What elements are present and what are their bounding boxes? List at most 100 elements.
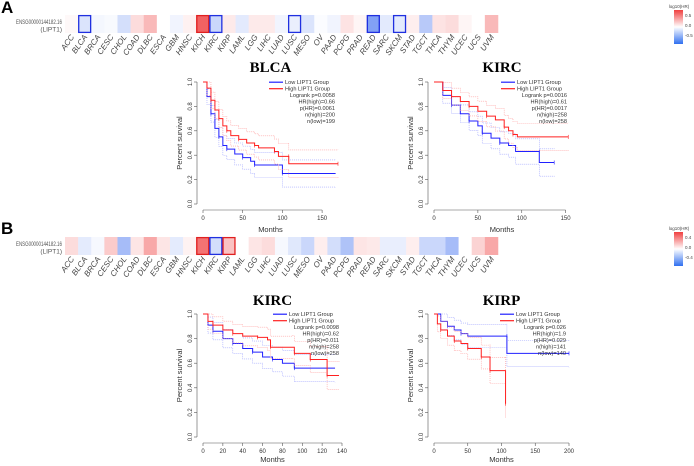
significance-box-kirc — [209, 14, 223, 34]
x-tick-label: 0 — [432, 449, 436, 455]
ci-lower-low — [203, 81, 336, 188]
heatmap-cell-pcpg — [340, 237, 354, 255]
heatmap-cell-chol — [117, 237, 131, 255]
y-tick-label: 0.4 — [188, 150, 194, 159]
stat-text: n(low)=140 — [538, 351, 566, 357]
x-tick-label: 40 — [239, 449, 246, 455]
heatmap-cell-lusc — [288, 237, 302, 255]
heatmap-cell-skcm — [393, 15, 407, 33]
colorbar-title: log10(HR) — [669, 226, 690, 231]
x-axis-label: Months — [258, 225, 283, 234]
colorbar-tick: -0.4 — [685, 255, 693, 260]
heatmap-cell-coad — [130, 237, 145, 255]
ci-upper-high — [203, 313, 340, 362]
y-tick-label: 0.0 — [419, 199, 425, 208]
heatmap-cell-chol — [117, 15, 131, 33]
heatmap-cell-laml — [235, 15, 249, 33]
colorbar-tick: 0.4 — [685, 235, 692, 240]
y-axis-label: Percent survival — [175, 348, 184, 402]
legend-label: Low LIPT1 Group — [289, 312, 333, 318]
ci-lower-high — [203, 313, 340, 390]
ci-upper-high — [434, 81, 569, 124]
heatmap-cell-lusc — [288, 15, 302, 33]
y-tick-label: 0.4 — [188, 383, 194, 392]
x-tick-label: 100 — [277, 216, 288, 222]
significance-box-kich — [196, 14, 210, 34]
y-tick-label: 0.8 — [188, 334, 194, 343]
x-tick-label: 150 — [561, 216, 572, 222]
heatmap-cell-lgg — [248, 237, 263, 255]
significance-box-skcm — [392, 14, 407, 34]
colorbar-tick: 0.0 — [685, 245, 692, 250]
heatmap-cell-meso — [301, 15, 315, 33]
x-tick-label: 50 — [239, 216, 246, 222]
ci-upper-low — [203, 313, 336, 355]
heatmap-cell-sarc — [379, 15, 394, 33]
y-tick-label: 0.6 — [419, 358, 425, 367]
heatmap-cell-dlbc — [143, 15, 158, 33]
heatmap-cell-cesc — [104, 15, 118, 33]
heatmap-cell-thym — [445, 237, 459, 255]
y-tick-label: 0.4 — [419, 150, 425, 159]
x-tick-label: 50 — [464, 449, 471, 455]
significance-box-kirc — [209, 236, 223, 256]
heatmap-cell-blca — [78, 237, 92, 255]
heatmap-cell-cesc — [104, 237, 118, 255]
heatmap-cell-acc — [65, 237, 79, 255]
heatmap-cell-esca — [156, 237, 171, 255]
x-axis-label: Months — [490, 225, 515, 234]
stat-text: n(high)=258 — [309, 345, 339, 351]
stat-text: Logrank p=0.0016 — [522, 93, 567, 99]
stat-text: n(low)=258 — [539, 119, 567, 125]
heatmap-cell-prad — [353, 15, 368, 33]
x-tick-label: 100 — [517, 216, 528, 222]
heatmap-cell-lgg — [248, 15, 263, 33]
significance-box-blca — [78, 14, 92, 34]
y-tick-label: 0.0 — [419, 432, 425, 441]
significance-box-kich — [196, 236, 210, 256]
panel-label: B — [1, 219, 13, 238]
heatmap-cell-ucs — [471, 15, 486, 33]
heatmap-cell-ucec — [458, 15, 473, 33]
x-tick-label: 0 — [201, 449, 205, 455]
y-axis-label: Percent survival — [406, 116, 415, 170]
stat-text: Logrank p=0.0098 — [294, 325, 339, 331]
heatmap-cell-tgct — [419, 237, 433, 255]
heatmap-cell-read — [366, 237, 381, 255]
y-tick-label: 1.0 — [419, 309, 425, 318]
x-tick-label: 80 — [279, 449, 286, 455]
y-axis-label: Percent survival — [175, 116, 184, 170]
significance-box-lusc — [287, 14, 302, 34]
heatmap-cell-read — [366, 15, 381, 33]
heatmap-cell-meso — [301, 237, 315, 255]
gene-id-label: ENSG00000144182.16 — [16, 241, 62, 248]
chart-title: KIRC — [253, 293, 292, 309]
heatmap-cell-ov — [314, 15, 328, 33]
legend-label: High LIPT1 Group — [516, 319, 561, 325]
x-tick-label: 100 — [496, 449, 507, 455]
legend-label: High LIPT1 Group — [285, 87, 330, 93]
heatmap-cell-kich — [196, 15, 210, 33]
heatmap-cell-hnsc — [183, 237, 197, 255]
heatmap-cell-skcm — [393, 237, 407, 255]
stat-text: HR(high)=0.66 — [298, 100, 335, 106]
colorbar — [674, 10, 683, 44]
cancer-label-uvm: UVM — [478, 33, 496, 53]
heatmap-cell-hnsc — [183, 15, 197, 33]
stat-text: Logrank p=0.0058 — [290, 93, 335, 99]
heatmap-cell-uvm — [484, 237, 499, 255]
heatmap-cell-dlbc — [143, 237, 158, 255]
colorbar-tick: 0.0 — [685, 23, 692, 28]
heatmap-cell-kirp — [222, 237, 236, 255]
ci-lower-low — [203, 313, 336, 383]
significance-box-kirp — [222, 236, 236, 256]
gene-symbol-label: (LIPT1) — [40, 249, 62, 256]
heatmap-cell-paad — [327, 237, 341, 255]
y-tick-label: 0.8 — [419, 102, 425, 111]
y-tick-label: 0.2 — [419, 175, 425, 184]
survival-curve-low — [203, 313, 336, 369]
ci-lower-low — [434, 81, 555, 177]
heatmap-cell-uvm — [484, 15, 499, 33]
legend-label: High LIPT1 Group — [517, 87, 562, 93]
significance-box-read — [366, 14, 380, 34]
